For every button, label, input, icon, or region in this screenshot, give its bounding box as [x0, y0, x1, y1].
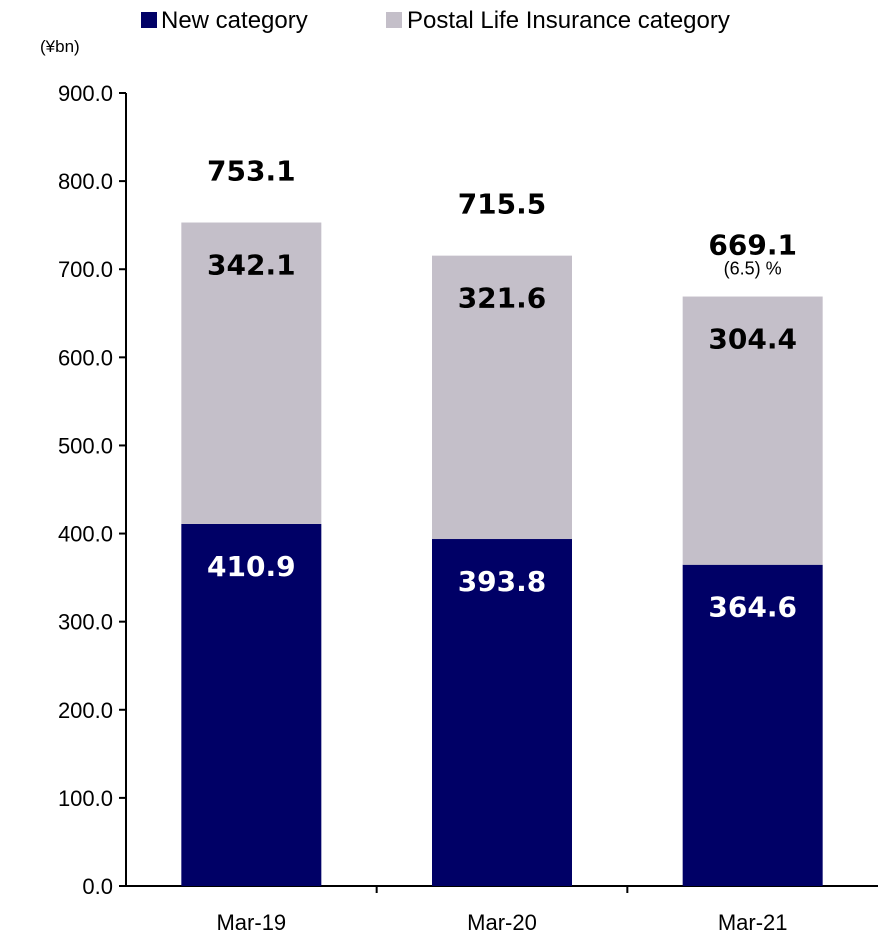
legend-label-new-category: New category — [161, 7, 308, 34]
change-annotation: (6.5) % — [724, 259, 782, 279]
y-tick-label: 900.0 — [58, 81, 113, 106]
y-tick-label: 300.0 — [58, 610, 113, 635]
legend-swatch-new-category — [141, 12, 157, 28]
data-label: 393.8 — [458, 565, 547, 598]
bar-segment-new-category — [432, 539, 572, 886]
bar-segment-new-category — [682, 564, 823, 886]
y-tick-label: 0.0 — [82, 874, 113, 899]
total-label: 753.1 — [207, 155, 296, 188]
y-tick-label: 200.0 — [58, 698, 113, 723]
plot-area: 0.0 100.0 200.0 300.0 400.0 500.0 600.0 700.0 80… — [58, 81, 878, 933]
y-tick-label: 700.0 — [58, 257, 113, 282]
data-label: 321.6 — [458, 282, 547, 315]
data-label: 304.4 — [708, 323, 797, 356]
y-tick-label: 400.0 — [58, 522, 113, 547]
legend-label-postal-life-insurance-category: Postal Life Insurance category — [407, 7, 730, 34]
legend: New category Postal Life Insurance categ… — [141, 7, 730, 34]
y-tick-label: 500.0 — [58, 433, 113, 458]
bar-segment-postal-life-insurance-category — [181, 222, 322, 524]
y-axis-unit-label: (¥bn) — [40, 37, 80, 56]
total-label: 715.5 — [458, 188, 547, 221]
x-tick-label: Mar-19 — [216, 910, 286, 933]
data-label: 410.9 — [207, 550, 296, 583]
y-tick-label: 800.0 — [58, 169, 113, 194]
y-tick-label: 600.0 — [58, 345, 113, 370]
x-tick-label: Mar-21 — [718, 910, 788, 933]
bar-segment-new-category — [181, 523, 322, 886]
total-label: 669.1 — [708, 229, 797, 262]
x-tick-label: Mar-20 — [467, 910, 537, 933]
data-label: 364.6 — [708, 591, 797, 624]
legend-swatch-postal-life-insurance-category — [386, 12, 402, 28]
data-label: 342.1 — [207, 249, 296, 282]
bar-segment-postal-life-insurance-category — [432, 255, 572, 540]
y-tick-label: 100.0 — [58, 786, 113, 811]
bar-segment-postal-life-insurance-category — [682, 296, 823, 565]
